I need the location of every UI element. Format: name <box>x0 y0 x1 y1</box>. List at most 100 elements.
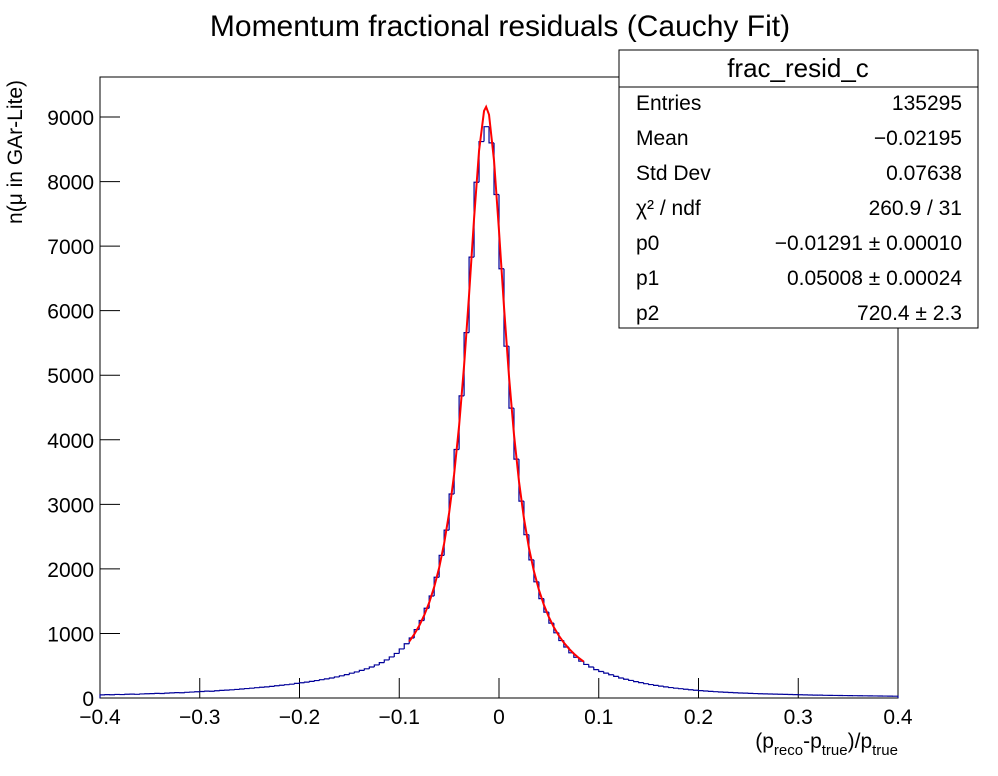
histogram-bin <box>672 687 679 689</box>
histogram-bin <box>313 679 320 682</box>
histogram-bin <box>278 684 285 686</box>
x-tick-label: 0 <box>493 706 505 729</box>
y-tick-label: 9000 <box>47 107 94 130</box>
y-axis-label: n(μ in GAr-Lite) <box>4 80 27 224</box>
x-tick-label: −0.2 <box>279 706 320 729</box>
y-tick-label: 6000 <box>47 301 94 324</box>
stats-value: 0.07638 <box>886 162 962 185</box>
stats-label: p0 <box>636 232 659 255</box>
histogram-bin <box>638 681 644 684</box>
x-axis-label: (preco-ptrue)/ptrue <box>755 730 898 759</box>
stats-value: −0.02195 <box>874 127 962 150</box>
histogram-bin <box>478 140 485 183</box>
stats-frame <box>618 49 979 329</box>
histogram-bin <box>892 695 899 698</box>
histogram-bin <box>323 678 330 680</box>
x-tick-label: 0.4 <box>883 706 913 729</box>
histogram-bin <box>283 684 290 686</box>
histogram-bin <box>358 669 365 672</box>
y-tick-label: 5000 <box>47 365 94 388</box>
histogram-bin <box>353 671 360 674</box>
x-tick-label: 0.3 <box>784 706 813 729</box>
histogram-bin <box>308 680 315 683</box>
histogram-bin <box>603 671 609 674</box>
histogram-bin <box>343 674 350 676</box>
y-tick-label: 0 <box>82 688 94 711</box>
x-tick-label: −0.4 <box>79 706 121 729</box>
histogram-bin <box>373 664 380 668</box>
histogram-bin <box>653 684 659 686</box>
x-tick-label: 0.1 <box>584 706 613 729</box>
histogram-bin <box>348 672 355 675</box>
histogram-bin <box>608 673 614 676</box>
histogram-bin <box>298 682 305 684</box>
stats-box: frac_resid_c Entries 135295 Mean −0.02195 St… <box>618 49 979 329</box>
x-label-part: reco <box>774 742 803 759</box>
x-label-part: -p <box>803 730 822 753</box>
y-tick-label: 7000 <box>47 236 94 259</box>
histogram-bin <box>667 686 674 689</box>
histogram-bin <box>383 659 390 663</box>
stats-value: 0.05008 ± 0.00024 <box>787 267 962 290</box>
histogram-bin <box>643 682 649 685</box>
histogram-bin <box>583 661 589 666</box>
histogram-bin <box>303 681 310 683</box>
histogram-bin <box>214 690 220 692</box>
chart-title: Momentum fractional residuals (Cauchy Fi… <box>210 10 790 43</box>
histogram-bin <box>398 648 405 654</box>
x-tick-label: −0.1 <box>379 706 420 729</box>
histogram-bin <box>623 677 629 680</box>
y-tick-label: 8000 <box>47 172 94 195</box>
stats-label: p2 <box>636 302 659 325</box>
stats-value: 135295 <box>892 92 962 115</box>
histogram-bin <box>648 683 654 686</box>
histogram-bin <box>378 662 385 665</box>
stats-title: frac_resid_c <box>727 53 869 83</box>
histogram-bin <box>328 677 335 679</box>
histogram-bin <box>618 676 624 679</box>
histogram-bin <box>687 689 694 691</box>
histogram-bin <box>588 664 594 668</box>
histogram-bin <box>293 682 300 685</box>
y-tick-label: 2000 <box>47 559 94 582</box>
histogram-bin <box>613 674 619 677</box>
histogram-bin <box>598 669 604 673</box>
stats-label: χ² / ndf <box>636 197 701 220</box>
histogram-bin <box>268 685 275 687</box>
stats-value: 720.4 ± 2.3 <box>857 302 962 325</box>
histogram-bin <box>677 688 684 690</box>
x-label-part: true <box>872 742 898 759</box>
histogram-bin <box>633 680 639 683</box>
y-tick-label: 4000 <box>47 430 94 453</box>
histogram-bin <box>333 676 340 678</box>
plot-area <box>99 104 899 699</box>
histogram-bin <box>662 686 669 688</box>
histogram-bin <box>254 687 260 689</box>
stats-label: p1 <box>636 267 659 290</box>
histogram-bin <box>368 666 375 669</box>
x-label-part: (p <box>755 730 774 753</box>
y-tick-label: 1000 <box>47 623 94 646</box>
histogram-bin <box>363 668 370 671</box>
histogram-bin <box>682 688 689 690</box>
histogram-bin <box>692 689 699 691</box>
x-label-part: )/p <box>848 730 873 753</box>
histogram-bin <box>593 667 599 671</box>
stats-value: 260.9 / 31 <box>869 197 962 220</box>
histogram-bin <box>483 126 490 142</box>
stats-label: Std Dev <box>636 162 711 185</box>
histogram-bin <box>658 685 664 687</box>
histogram-bin <box>273 685 280 687</box>
histogram-bin <box>393 652 400 657</box>
stats-label: Entries <box>636 92 701 115</box>
x-tick-label: −0.3 <box>179 706 220 729</box>
histogram-bin <box>288 683 295 685</box>
histogram-bin <box>388 656 395 660</box>
histogram-bin <box>403 643 410 649</box>
x-tick-label: 0.2 <box>684 706 713 729</box>
histogram-bin <box>99 694 105 698</box>
stats-value: −0.01291 ± 0.00010 <box>775 232 962 255</box>
x-label-part: true <box>822 742 848 759</box>
